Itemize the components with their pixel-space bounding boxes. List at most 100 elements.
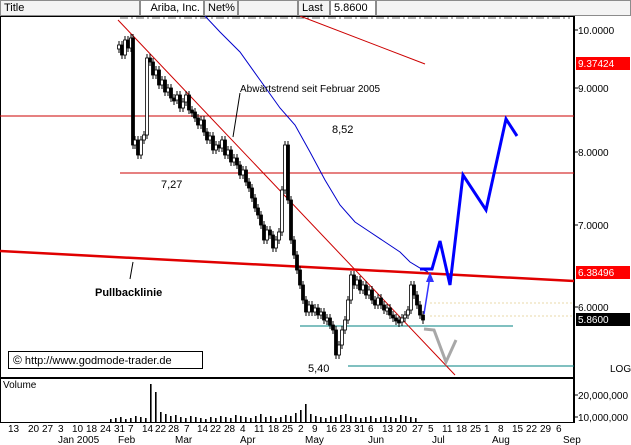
header-filler <box>376 0 631 16</box>
candle-body <box>184 94 188 103</box>
volume-bar <box>410 417 412 422</box>
date-day-label: 23 <box>340 424 352 435</box>
date-day-label: 4 <box>240 424 246 435</box>
candle-body <box>208 135 212 141</box>
price-chart[interactable]: Abwärtstrend seit Februar 2005 8,52 7,27… <box>0 16 631 378</box>
candle-body <box>190 109 194 114</box>
candle-body <box>163 79 167 93</box>
volume-bar <box>310 414 312 422</box>
candle-body <box>196 117 200 126</box>
pullback-line <box>0 249 575 283</box>
candle-body <box>265 229 269 241</box>
volume-bar <box>185 418 187 422</box>
price-tick-6: 6.0000 <box>578 303 609 314</box>
volume-bar <box>125 419 127 422</box>
volume-bar <box>275 418 277 422</box>
volume-bar <box>350 416 352 422</box>
log-scale-label[interactable]: LOG <box>610 364 631 375</box>
date-day-label: 27 <box>42 424 54 435</box>
mode-selector[interactable]: Net% <box>204 0 238 16</box>
candle-body <box>337 344 341 356</box>
candle-body <box>117 44 121 50</box>
volume-plot-area <box>0 378 574 423</box>
price-tag-last: 5.8600 <box>578 315 609 326</box>
volume-tick-10m: 10,000,000 <box>578 413 628 423</box>
volume-bar <box>335 417 337 422</box>
candle-body <box>298 269 302 286</box>
price-tag-638496: 6.38496 <box>578 268 615 279</box>
candle-body <box>253 197 257 209</box>
volume-bar <box>165 414 167 422</box>
candle-body <box>346 299 350 321</box>
volume-bar <box>180 417 182 422</box>
volume-bar <box>160 412 162 422</box>
volume-bar <box>230 418 232 422</box>
candle-body <box>292 239 296 256</box>
candle-body <box>334 329 338 356</box>
watermark-url: http://www.godmode-trader.de <box>24 355 172 367</box>
security-name[interactable]: Ariba, Inc. <box>140 0 204 16</box>
volume-bar <box>385 416 387 422</box>
date-day-label: 3 <box>58 424 64 435</box>
candle-body <box>259 214 263 226</box>
last-value: 5.8600 <box>330 0 376 16</box>
volume-bar <box>405 416 407 422</box>
candle-body <box>271 234 275 249</box>
candle-body <box>226 149 230 156</box>
date-day-label: 18 <box>456 424 468 435</box>
volume-bar <box>315 416 317 422</box>
candle-body <box>250 187 254 199</box>
price-tag-638496-bg <box>576 266 630 279</box>
price-tag-93742-bg <box>576 57 630 70</box>
candle-body <box>373 299 377 306</box>
candle-body <box>382 304 386 311</box>
candle-body <box>193 111 197 119</box>
candle-body <box>244 169 248 183</box>
candle-body <box>295 254 299 271</box>
date-day-label: 11 <box>442 424 453 435</box>
candle-body <box>385 307 389 312</box>
date-day-label: 11 <box>254 424 265 435</box>
volume-bar <box>325 418 327 422</box>
volume-bar <box>220 416 222 422</box>
date-month-label: Aug <box>492 435 510 445</box>
volume-bar <box>345 414 347 422</box>
candle-body <box>304 299 308 313</box>
candle-body <box>178 94 182 109</box>
volume-bar <box>195 417 197 422</box>
volume-label: Volume <box>3 380 37 391</box>
candle-body <box>148 57 152 63</box>
date-day-label: 18 <box>86 424 98 435</box>
moving-average-line <box>204 16 429 273</box>
date-day-label: 15 <box>512 424 524 435</box>
volume-bar <box>330 416 332 422</box>
title-field[interactable]: Title <box>0 0 140 16</box>
volume-bar <box>320 417 322 422</box>
level-727-label: 7,27 <box>161 179 182 191</box>
parallel-channel-line <box>299 16 426 65</box>
date-day-label: 6 <box>368 424 374 435</box>
candle-body <box>421 314 425 321</box>
volume-bar <box>380 417 382 422</box>
candle-body <box>238 164 242 176</box>
candle-body <box>157 69 161 86</box>
price-tick-10: 10.0000 <box>578 26 615 37</box>
date-month-label: Apr <box>240 435 256 445</box>
volume-bar <box>260 414 262 422</box>
candle-body <box>388 307 392 316</box>
candle-body <box>352 274 356 286</box>
date-month-label: Mar <box>175 435 193 445</box>
candle-body <box>142 134 146 141</box>
candle-body <box>217 144 221 149</box>
price-tick-8: 8.0000 <box>578 148 609 159</box>
copyright-icon: © <box>13 353 22 367</box>
volume-bar <box>145 418 147 422</box>
date-day-label: 28 <box>224 424 236 435</box>
date-day-label: 7 <box>128 424 134 435</box>
candle-body <box>160 79 164 86</box>
volume-bars <box>110 384 417 422</box>
candle-body <box>415 294 419 306</box>
candle-body <box>136 139 140 156</box>
date-day-label: 18 <box>268 424 280 435</box>
date-month-label: May <box>305 435 324 445</box>
